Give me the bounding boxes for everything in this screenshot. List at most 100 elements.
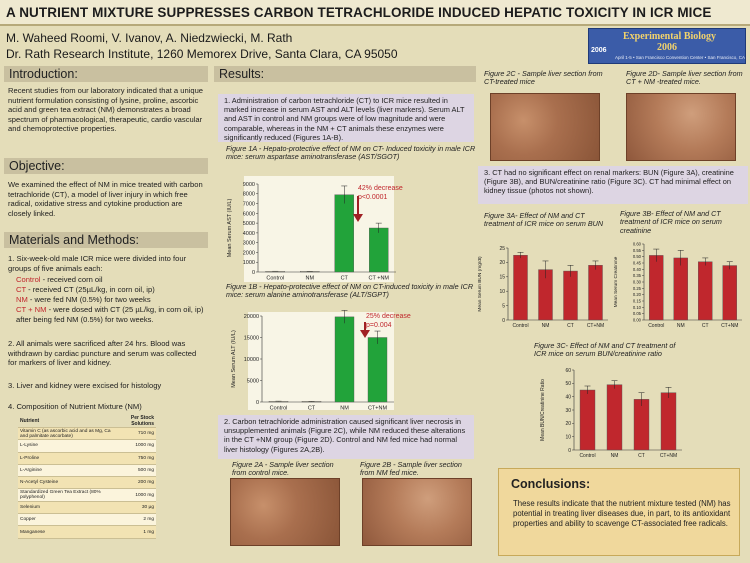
y-tick-label: 20 [499, 260, 505, 266]
bar [334, 316, 355, 403]
table-cell-nutrient: Standardized Green Tea Extract (80% poly… [18, 488, 116, 502]
table-cell-amount: 710 mg [115, 427, 156, 441]
group-ct-label: CT [16, 285, 26, 294]
group-ctnm-label: CT + NM [16, 305, 47, 314]
logo-title: Experimental Biology [623, 31, 717, 42]
y-tick-label: 0 [568, 448, 571, 454]
group-ctnm-text: - were dosed with CT (25 µL/kg, in corn … [16, 305, 204, 324]
bar [588, 265, 603, 321]
group-ct: CT - received CT (25µL/kg, in corn oil, … [16, 285, 206, 295]
y-tick-label: 30 [565, 408, 571, 414]
group-nm-text: - were fed NM (0.5%) for two weeks [27, 295, 151, 304]
bar [579, 389, 596, 451]
y-tick-label: 1000 [243, 260, 255, 266]
group-ct-text: - received CT (25µL/kg, in corn oil, ip) [26, 285, 155, 294]
y-tick-label: 0.30 [633, 279, 642, 284]
bar [660, 392, 677, 451]
table-cell-nutrient: N-Acetyl Cysteine [18, 476, 116, 490]
x-tick-label: CT [638, 453, 645, 459]
fig2b-caption: Figure 2B - Sample liver section from NM… [360, 460, 462, 478]
y-tick-label: 15000 [244, 335, 259, 341]
y-tick-label: 15 [499, 275, 505, 281]
conclusions-heading: Conclusions: [511, 477, 591, 491]
fig1a-chart: 0 1000 2000 3000 4000 5000 6000 7000 8000 9000 Mea… [227, 182, 403, 282]
x-tick-label: NM [542, 323, 550, 329]
methods-item1: 1. Six-week-old male ICR mice were divid… [8, 254, 187, 273]
y-tick-label: 0.05 [633, 311, 642, 316]
table-cell-nutrient: Vitamin C (as ascorbic acid and as Mg, C… [18, 427, 116, 441]
y-tick-label: 0.50 [633, 254, 642, 259]
group-control-text: - received corn oil [40, 275, 103, 284]
logo-year: 2006 [657, 42, 677, 53]
table-header-nutrient: Nutrient [18, 415, 116, 428]
table-header-amount: Per Stock Solutions [115, 415, 156, 428]
results-point-2: 2. Carbon tetrachloride administration c… [218, 415, 474, 459]
y-tick-label: 0.40 [633, 267, 642, 272]
table-cell-nutrient: L-Lysine [18, 439, 116, 453]
x-tick-label: Control [579, 453, 595, 459]
y-tick-label: 8000 [243, 192, 255, 198]
fig3b-caption: Figure 3B- Effect of NM and CT treatment… [620, 209, 722, 235]
x-tick-label: Control [266, 276, 284, 282]
group-nm: NM - were fed NM (0.5%) for two weeks [16, 295, 206, 305]
x-tick-label: CT [341, 276, 349, 282]
fig2a-caption: Figure 2A - Sample liver section from co… [232, 460, 334, 478]
objective-heading: Objective: [4, 158, 208, 174]
x-tick-label: CT [308, 406, 316, 412]
x-tick-label: Control [648, 323, 664, 329]
fig3b-chart: 0.000.050.10 0.150.200.25 0.300.350.40 0.45… [614, 241, 742, 329]
fig2b-liver-photo [362, 478, 472, 546]
table-cell-nutrient: Selenium [18, 501, 116, 515]
y-tick-label: 0.35 [633, 273, 642, 278]
fig3c-caption: Figure 3C- Effect of NM and CT treatment… [534, 341, 676, 359]
bar [698, 261, 713, 321]
logo-subtitle: April 1-5 • San Francisco Convention Cen… [615, 55, 745, 60]
table-cell-amount: 1 mg [115, 525, 156, 539]
table-cell-nutrient: L-Proline [18, 452, 116, 465]
x-tick-label: CT +NM [368, 276, 389, 282]
table-cell-amount: 1000 mg [115, 439, 156, 453]
methods-item2: 2. All animals were sacrificed after 24 … [8, 339, 197, 368]
x-tick-label: CT+NM [721, 323, 738, 329]
table-cell-amount: 200 mg [115, 476, 156, 490]
bar [649, 255, 664, 321]
y-tick-label: 0.45 [633, 260, 642, 265]
table-cell-nutrient: Manganese [18, 525, 116, 539]
y-tick-label: 20000 [244, 314, 259, 320]
introduction-heading: Introduction: [4, 66, 208, 82]
fig1b-caption: Figure 1B - Hepato-protective effect of … [226, 282, 474, 300]
y-tick-label: 2000 [243, 250, 255, 256]
composition-table: Nutrient Per Stock Solutions Vitamin C (a… [18, 415, 156, 539]
table-cell-nutrient: L-Arginine [18, 464, 116, 478]
x-tick-label: NM [677, 323, 685, 329]
y-tick-label: 7000 [243, 201, 255, 207]
x-tick-label: NM [340, 406, 349, 412]
x-tick-label: Control [512, 323, 528, 329]
bar [563, 270, 578, 321]
fig3a-caption: Figure 3A- Effect of NM and CT treatment… [484, 211, 604, 229]
annotation-decrease: 25% decrease [366, 313, 411, 320]
fig1b-chart: 0 5000 10000 15000 20000 Mean Serum ALT (IU/L… [231, 310, 411, 412]
table-cell-amount: 750 mg [115, 452, 156, 465]
fig1a-plot-bg [244, 176, 394, 282]
y-tick-label: 10 [565, 434, 571, 440]
y-tick-label: 4000 [243, 231, 255, 237]
y-axis-label: Mean Serum Creatinine [614, 256, 619, 307]
bar [334, 194, 354, 273]
x-tick-label: NM [611, 453, 619, 459]
y-tick-label: 0.55 [633, 248, 642, 253]
y-tick-label: 50 [565, 381, 571, 387]
y-tick-label: 5000 [243, 221, 255, 227]
y-tick-label: 10 [499, 289, 505, 295]
introduction-text: Recent studies from our laboratory indic… [8, 86, 204, 134]
y-tick-label: 0.20 [633, 292, 642, 297]
fig2c-liver-photo [490, 93, 600, 161]
y-tick-label: 5 [502, 303, 505, 309]
poster-title: A NUTRIENT MIXTURE SUPPRESSES CARBON TET… [6, 5, 712, 20]
bar [367, 337, 388, 403]
results-point-3: 3. CT had no significant effect on renal… [478, 166, 748, 204]
title-bar [0, 0, 750, 26]
y-axis-label: Mean Serum AST (IU/L) [227, 199, 233, 258]
y-tick-label: 0 [256, 400, 259, 406]
table-cell-nutrient: Copper [18, 513, 116, 527]
